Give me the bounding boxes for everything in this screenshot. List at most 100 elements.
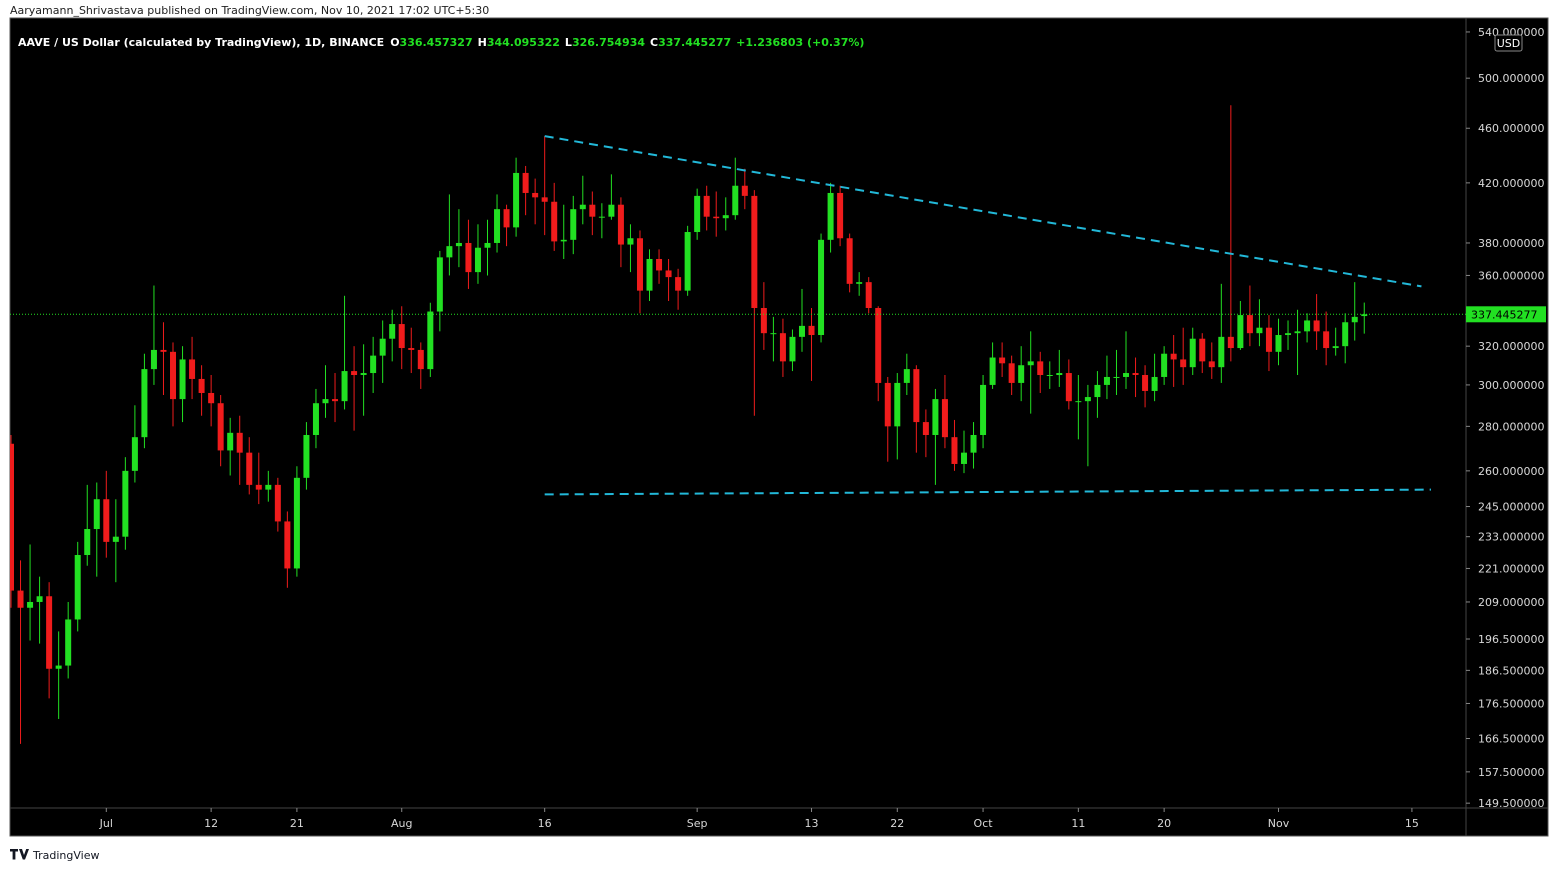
candle-body <box>417 349 424 370</box>
candle-body <box>1237 315 1244 349</box>
candle-body <box>322 399 329 404</box>
candle-body <box>1256 327 1263 334</box>
candle-body <box>1094 384 1101 398</box>
candle-body <box>141 369 148 438</box>
candle-body <box>179 359 186 400</box>
candle-body <box>894 382 901 427</box>
candle-body <box>789 336 796 362</box>
candle-body <box>827 192 834 240</box>
symbol-legend: AAVE / US Dollar (calculated by TradingV… <box>18 36 864 49</box>
symbol-title: AAVE / US Dollar (calculated by TradingV… <box>18 36 384 49</box>
candle-body <box>1056 373 1063 375</box>
candle-body <box>1037 361 1044 375</box>
y-tick-label: 196.500000 <box>1478 633 1544 646</box>
candle-body <box>970 434 977 453</box>
candle-body <box>1218 336 1225 368</box>
candle-body <box>875 307 882 383</box>
candle-body <box>808 325 815 336</box>
candle-body <box>675 277 682 291</box>
candle-body <box>494 209 501 243</box>
candle-body <box>236 432 243 453</box>
x-tick-label: Nov <box>1268 817 1290 830</box>
candle-body <box>1285 333 1292 336</box>
candle-body <box>770 333 777 335</box>
candle-body <box>198 378 205 393</box>
tradingview-logo: TradingView <box>10 849 99 862</box>
y-tick-label: 540.000000 <box>1478 26 1544 39</box>
candle-body <box>93 499 100 530</box>
candle-body <box>703 195 710 217</box>
y-tick-label: 221.000000 <box>1478 562 1544 575</box>
x-tick-label: 12 <box>204 817 218 830</box>
candle-body <box>1227 336 1234 349</box>
candle-body <box>1161 353 1168 377</box>
candle-body <box>455 242 462 247</box>
candle-body <box>246 452 253 485</box>
candle-body <box>1351 316 1358 323</box>
candle-body <box>837 192 844 239</box>
candle-body <box>846 238 853 284</box>
candle-body <box>1180 359 1187 368</box>
candle-body <box>360 373 367 375</box>
candle-body <box>446 246 453 258</box>
candle-body <box>189 359 196 379</box>
ohlc-key: H <box>478 36 487 49</box>
candle-body <box>1275 335 1282 352</box>
candle-body <box>284 521 291 569</box>
x-tick-label: 16 <box>538 817 552 830</box>
x-tick-label: 15 <box>1405 817 1419 830</box>
candle-body <box>227 432 234 451</box>
candle-body <box>589 204 596 217</box>
candle-body <box>522 172 529 193</box>
y-tick-label: 209.000000 <box>1478 596 1544 609</box>
candle-body <box>1342 322 1349 347</box>
x-tick-label: 22 <box>890 817 904 830</box>
candle-body <box>84 529 91 556</box>
candle-body <box>131 437 138 471</box>
candle-body <box>1027 361 1034 366</box>
x-tick-label: 13 <box>805 817 819 830</box>
candle-body <box>303 434 310 478</box>
ohlc-key: C <box>650 36 658 49</box>
candle-body <box>293 477 300 569</box>
candle-body <box>351 371 358 375</box>
candle-body <box>627 238 634 245</box>
candle-body <box>961 452 967 464</box>
candle-body <box>474 247 481 273</box>
x-tick-label: 20 <box>1157 817 1171 830</box>
candle-body <box>798 325 805 337</box>
candle-body <box>980 384 987 435</box>
axes: 149.500000 157.500000 166.500000 176.500000… <box>99 26 1546 830</box>
candle-body <box>46 596 53 669</box>
candle-body <box>541 197 548 202</box>
y-tick-label: 380.000000 <box>1478 237 1544 250</box>
candle-body <box>112 536 119 542</box>
candle-body <box>1304 320 1311 332</box>
candle-body <box>17 590 24 608</box>
chart-background <box>9 17 1549 837</box>
candle-body <box>636 238 643 291</box>
change-value: +1.236803 (+0.37%) <box>736 36 864 49</box>
candle-body <box>751 195 758 308</box>
y-tick-label: 157.500000 <box>1478 766 1544 779</box>
y-tick-label: 260.000000 <box>1478 465 1544 478</box>
candle-body <box>55 665 62 669</box>
candle-body <box>1084 397 1091 402</box>
currency-box[interactable] <box>1494 34 1523 52</box>
candle-body <box>389 324 396 339</box>
currency-label: USD <box>1497 37 1521 50</box>
candle-body <box>560 239 567 242</box>
y-tick-label: 166.500000 <box>1478 732 1544 745</box>
y-tick-label: 186.500000 <box>1478 664 1544 677</box>
candle-body <box>1103 376 1110 385</box>
candle-body <box>1246 315 1253 334</box>
brand-name: TradingView <box>32 849 99 862</box>
y-tick-label: 320.000000 <box>1478 340 1544 353</box>
candle-body <box>818 239 825 336</box>
candle-body <box>379 338 386 356</box>
y-tick-label: 280.000000 <box>1478 420 1544 433</box>
publisher-line: Aaryamann_Shrivastava published on Tradi… <box>10 4 489 17</box>
candle-body <box>332 399 339 402</box>
y-tick-label: 149.500000 <box>1478 797 1544 810</box>
candle-body <box>694 195 701 233</box>
